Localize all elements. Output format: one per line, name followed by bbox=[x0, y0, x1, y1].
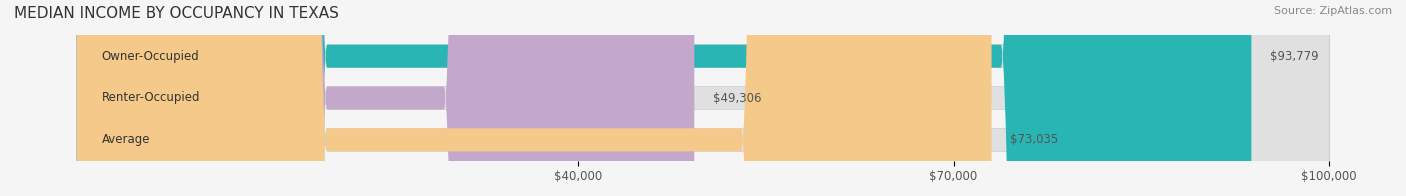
FancyBboxPatch shape bbox=[77, 0, 991, 196]
FancyBboxPatch shape bbox=[77, 0, 1329, 196]
Text: $93,779: $93,779 bbox=[1270, 50, 1319, 63]
Text: MEDIAN INCOME BY OCCUPANCY IN TEXAS: MEDIAN INCOME BY OCCUPANCY IN TEXAS bbox=[14, 6, 339, 21]
FancyBboxPatch shape bbox=[77, 0, 1329, 196]
FancyBboxPatch shape bbox=[77, 0, 1251, 196]
Text: Source: ZipAtlas.com: Source: ZipAtlas.com bbox=[1274, 6, 1392, 16]
Text: Renter-Occupied: Renter-Occupied bbox=[101, 92, 200, 104]
Text: Owner-Occupied: Owner-Occupied bbox=[101, 50, 200, 63]
Text: $73,035: $73,035 bbox=[1011, 133, 1059, 146]
Text: $49,306: $49,306 bbox=[713, 92, 762, 104]
FancyBboxPatch shape bbox=[77, 0, 695, 196]
Text: Average: Average bbox=[101, 133, 150, 146]
FancyBboxPatch shape bbox=[77, 0, 1329, 196]
